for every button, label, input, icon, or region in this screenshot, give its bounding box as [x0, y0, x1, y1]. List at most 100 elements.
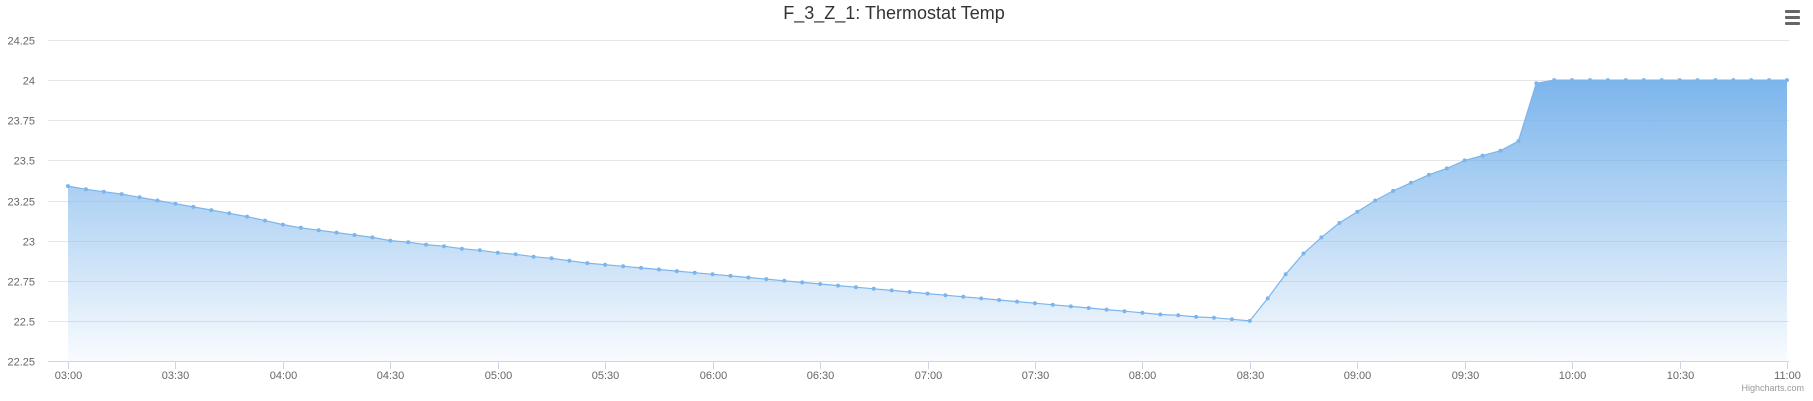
data-point[interactable] [119, 192, 124, 197]
data-point[interactable] [1713, 78, 1718, 83]
data-point[interactable] [889, 288, 894, 293]
data-point[interactable] [1015, 299, 1019, 304]
data-point[interactable] [782, 278, 787, 283]
data-point[interactable] [1695, 78, 1700, 83]
data-point[interactable] [1480, 153, 1485, 158]
credits-link[interactable]: Highcharts.com [1741, 383, 1804, 393]
x-tick-label: 06:30 [807, 370, 835, 382]
data-point[interactable] [746, 275, 751, 280]
data-point[interactable] [567, 258, 572, 263]
data-point[interactable] [155, 198, 160, 203]
data-point[interactable] [764, 277, 769, 282]
data-point[interactable] [263, 218, 267, 223]
data-point[interactable] [1444, 166, 1449, 171]
data-point[interactable] [1409, 180, 1413, 185]
data-point[interactable] [191, 204, 196, 209]
data-point[interactable] [101, 189, 106, 194]
data-point[interactable] [871, 286, 876, 291]
data-point[interactable] [406, 240, 411, 245]
data-point[interactable] [1158, 312, 1163, 317]
data-point[interactable] [1104, 307, 1109, 312]
data-point[interactable] [1194, 314, 1199, 319]
data-point[interactable] [1373, 198, 1378, 203]
data-point[interactable] [1140, 310, 1145, 315]
data-point[interactable] [1552, 78, 1557, 83]
hamburger-menu-icon[interactable] [1782, 6, 1806, 28]
data-point[interactable] [1247, 318, 1252, 323]
data-point[interactable] [173, 201, 178, 206]
data-point[interactable] [298, 225, 303, 230]
data-point[interactable] [1212, 315, 1216, 320]
data-point[interactable] [692, 270, 697, 275]
data-point[interactable] [1677, 78, 1682, 83]
data-point[interactable] [1283, 272, 1288, 277]
data-point[interactable] [1498, 148, 1503, 153]
data-point[interactable] [1605, 78, 1610, 83]
data-point[interactable] [1337, 221, 1342, 225]
data-point[interactable] [836, 283, 840, 288]
data-point[interactable] [1462, 158, 1467, 163]
data-point[interactable] [1032, 301, 1037, 306]
data-point[interactable] [621, 264, 626, 269]
data-point[interactable] [961, 294, 966, 299]
data-point[interactable] [459, 246, 464, 251]
data-point[interactable] [603, 262, 608, 267]
data-point[interactable] [1265, 296, 1270, 301]
data-point[interactable] [979, 296, 984, 301]
data-point[interactable] [66, 184, 70, 189]
data-point[interactable] [1355, 209, 1360, 214]
data-point[interactable] [424, 242, 429, 247]
data-point[interactable] [1659, 78, 1664, 83]
data-point[interactable] [1426, 172, 1431, 177]
data-point[interactable] [1641, 78, 1646, 83]
data-point[interactable] [818, 282, 823, 286]
data-point[interactable] [388, 238, 393, 243]
data-point[interactable] [245, 214, 250, 219]
data-point[interactable] [1122, 309, 1127, 314]
data-point[interactable] [1731, 78, 1736, 83]
data-point[interactable] [1570, 78, 1575, 83]
data-point[interactable] [1391, 188, 1396, 193]
data-point[interactable] [728, 273, 733, 278]
data-point[interactable] [1176, 313, 1181, 318]
data-point[interactable] [1767, 78, 1772, 83]
data-point[interactable] [1588, 78, 1592, 83]
data-point[interactable] [1301, 251, 1306, 256]
data-point[interactable] [531, 254, 536, 259]
data-point[interactable] [1785, 78, 1789, 83]
data-point[interactable] [137, 195, 142, 200]
data-point[interactable] [656, 267, 661, 272]
data-point[interactable] [853, 285, 858, 290]
data-point[interactable] [674, 269, 679, 274]
data-point[interactable] [1534, 81, 1539, 86]
data-point[interactable] [907, 290, 912, 294]
data-point[interactable] [316, 228, 321, 233]
data-point[interactable] [280, 222, 285, 227]
data-point[interactable] [227, 211, 232, 216]
data-point[interactable] [710, 272, 715, 277]
data-point[interactable] [585, 261, 590, 266]
data-point[interactable] [549, 256, 554, 261]
data-point[interactable] [1749, 78, 1754, 83]
data-point[interactable] [1050, 302, 1055, 307]
data-point[interactable] [352, 233, 357, 237]
data-point[interactable] [800, 280, 805, 285]
data-point[interactable] [1229, 317, 1234, 322]
data-point[interactable] [1623, 78, 1628, 83]
data-point[interactable] [1516, 139, 1521, 144]
data-point[interactable] [997, 298, 1002, 302]
data-point[interactable] [925, 291, 930, 296]
data-point[interactable] [83, 187, 88, 192]
data-point[interactable] [477, 248, 482, 253]
data-point[interactable] [1068, 304, 1073, 309]
data-point[interactable] [334, 230, 339, 235]
data-point[interactable] [1086, 306, 1091, 310]
data-point[interactable] [639, 265, 643, 270]
data-point[interactable] [513, 252, 518, 257]
data-point[interactable] [943, 293, 948, 298]
data-point[interactable] [209, 208, 214, 213]
data-point[interactable] [1319, 235, 1324, 240]
data-point[interactable] [442, 244, 446, 249]
data-point[interactable] [495, 250, 500, 255]
data-point[interactable] [370, 235, 375, 240]
